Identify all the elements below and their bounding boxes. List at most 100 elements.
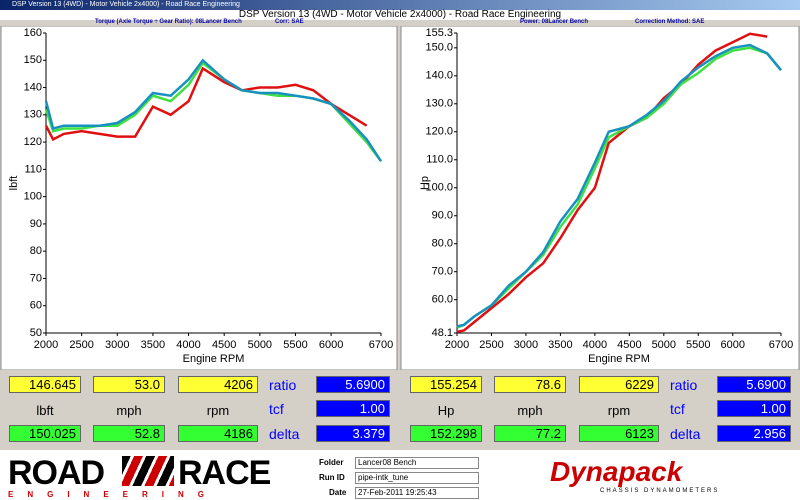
readout-value: 77.2	[494, 425, 566, 442]
side-value: 1.00	[717, 400, 791, 417]
side-label: delta	[269, 426, 300, 442]
x-tick-label: 6700	[769, 339, 793, 351]
readout-label: lbft	[36, 403, 54, 418]
y-tick-label: 150	[24, 54, 42, 66]
readout-label: rpm	[206, 403, 230, 418]
y-tick-label: 110.0	[426, 154, 453, 166]
brand-sub: CHASSIS DYNAMOMETERS	[600, 488, 720, 494]
x-tick-label: 6000	[721, 339, 745, 351]
field-value: Lancer08 Bench	[355, 457, 479, 469]
logo-text: RACE	[178, 454, 271, 492]
y-tick-label: 90.0	[432, 210, 453, 222]
readout-value: 155.254	[410, 376, 482, 393]
chart-panel	[400, 26, 800, 370]
y-axis-label: Hp	[419, 176, 431, 190]
y-axis-label: lbft	[8, 176, 20, 191]
y-tick-label: 60.0	[432, 294, 453, 306]
y-tick-label: 70.0	[432, 266, 453, 278]
side-value: 5.6900	[717, 376, 791, 393]
footer: ROAD RACE ENGINEERING Folder Lancer08 Be…	[0, 450, 800, 500]
y-tick-label: 100	[24, 191, 42, 203]
header: DSP Version 13 (4WD - Motor Vehicle 2x40…	[0, 10, 800, 20]
readout-value: 4206	[178, 376, 258, 393]
y-tick-label: 80.0	[432, 238, 453, 250]
y-tick-label: 140	[24, 81, 42, 93]
brand: Dynapack	[550, 456, 683, 487]
subheader: Power: 08Lancer Bench	[520, 19, 589, 25]
x-tick-label: 2000	[445, 339, 469, 351]
readout-value: 78.6	[494, 376, 566, 393]
y-tick-label: 130.0	[425, 98, 453, 110]
readout-value: 150.025	[9, 425, 81, 442]
readout-label: mph	[517, 403, 543, 418]
side-value: 2.956	[717, 425, 791, 442]
field-label: Date	[329, 488, 347, 497]
logo-subtext: ENGINEERING	[8, 490, 219, 499]
y-tick-label: 90	[30, 218, 42, 230]
y-tick-label: 155.3	[425, 27, 453, 39]
charts: 50 60 70 80 90 100 110 120 130 140 150 160 2000 2500 3…	[0, 26, 800, 370]
x-tick-label: 3500	[141, 339, 165, 351]
title-bar: DSP Version 13 (4WD) - Motor Vehicle 2x4…	[0, 0, 800, 10]
line-series	[456, 43, 782, 328]
readout-value: 152.298	[410, 425, 482, 442]
x-tick-label: 5500	[283, 339, 307, 351]
readout-value: 4186	[178, 425, 258, 442]
y-tick-label: 150.0	[425, 42, 453, 54]
y-tick-label: 120.0	[425, 126, 453, 138]
side-label: tcf	[269, 401, 284, 417]
readout-label: mph	[116, 403, 142, 418]
x-tick-label: 3000	[514, 339, 538, 351]
y-tick-label: 110	[24, 163, 42, 175]
side-label: ratio	[670, 377, 698, 393]
x-tick-label: 4500	[617, 339, 641, 351]
x-tick-label: 2500	[69, 339, 93, 351]
x-tick-label: 6700	[369, 339, 393, 351]
readout-value: 6229	[579, 376, 659, 393]
y-tick-label: 60	[30, 300, 42, 312]
field-label: Run ID	[319, 473, 345, 482]
x-tick-label: 2000	[34, 339, 58, 351]
field-label: Folder	[319, 458, 344, 467]
readout-value: 146.645	[9, 376, 81, 393]
y-tick-label: 100.0	[425, 182, 453, 194]
x-tick-label: 5000	[652, 339, 676, 351]
logo-stripes	[122, 456, 174, 486]
x-tick-label: 6000	[319, 339, 343, 351]
side-label: tcf	[670, 401, 685, 417]
x-tick-label: 4500	[212, 339, 236, 351]
x-axis-label: Engine RPM	[183, 353, 245, 365]
x-tick-label: 4000	[176, 339, 200, 351]
field-value: 27-Feb-2011 19:25:43	[355, 487, 479, 499]
y-tick-label: 50	[30, 327, 42, 339]
side-label: delta	[670, 426, 701, 442]
line-series	[44, 66, 368, 142]
side-value: 5.6900	[316, 376, 390, 393]
y-tick-label: 70	[30, 272, 42, 284]
x-tick-label: 4000	[583, 339, 607, 351]
y-tick-label: 120	[24, 136, 42, 148]
readout-panel: 146.645 lbft 150.025 53.0 mph 52.8 4206 rpm 4186…	[1, 370, 398, 448]
subheader: Corr: SAE	[275, 19, 304, 25]
readout-value: 6123	[579, 425, 659, 442]
line-series	[456, 32, 768, 334]
x-tick-label: 3500	[548, 339, 572, 351]
x-tick-label: 3000	[105, 339, 129, 351]
readout-panel: 155.254 Hp 152.298 78.6 mph 77.2 6229 rpm 6123 ra…	[402, 370, 799, 448]
y-tick-label: 48.1	[432, 327, 453, 339]
field-value: pipe-intk_tune	[355, 472, 479, 484]
side-label: ratio	[269, 377, 297, 393]
subheader: Torque (Axle Torque ÷ Gear Ratio): 08Lan…	[95, 19, 242, 25]
chart-panel	[0, 26, 398, 370]
subheader: Correction Method: SAE	[635, 19, 705, 25]
x-axis-label: Engine RPM	[588, 353, 650, 365]
logo-text: ROAD	[8, 454, 105, 492]
side-value: 1.00	[316, 400, 390, 417]
side-value: 3.379	[316, 425, 390, 442]
y-tick-label: 140.0	[425, 70, 453, 82]
readout-value: 52.8	[93, 425, 165, 442]
line-series	[44, 58, 383, 162]
y-tick-label: 160	[24, 27, 42, 39]
readout-label: rpm	[607, 403, 631, 418]
